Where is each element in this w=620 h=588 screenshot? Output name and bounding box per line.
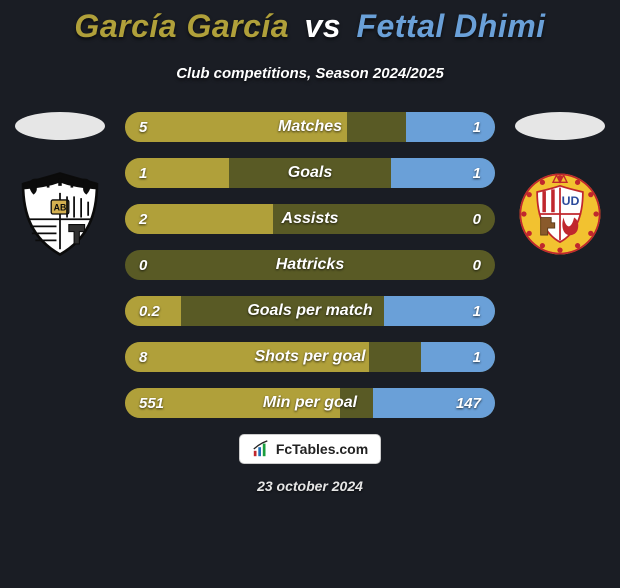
stat-value-right: 1 xyxy=(441,119,481,136)
stat-value-left: 0 xyxy=(139,257,179,274)
left-side: AB xyxy=(10,112,110,258)
stat-value-right: 0 xyxy=(441,257,481,274)
stat-label: Hattricks xyxy=(179,256,441,274)
chart-icon xyxy=(252,440,270,458)
stat-value-left: 0.2 xyxy=(139,303,179,320)
stat-value-left: 8 xyxy=(139,349,179,366)
player2-name: Fettal Dhimi xyxy=(356,8,545,44)
stat-row: 5Matches1 xyxy=(125,112,495,142)
stat-label: Goals xyxy=(179,164,441,182)
stat-row: 8Shots per goal1 xyxy=(125,342,495,372)
right-side: UD xyxy=(510,112,610,258)
stat-label: Goals per match xyxy=(179,302,441,320)
stat-value-left: 551 xyxy=(139,395,179,412)
stat-row: 551Min per goal147 xyxy=(125,388,495,418)
footer: FcTables.com xyxy=(0,434,620,464)
stat-value-right: 1 xyxy=(441,303,481,320)
stats-table: 5Matches11Goals12Assists00Hattricks00.2G… xyxy=(125,112,495,418)
player1-name: García García xyxy=(74,8,289,44)
stat-value-right: 147 xyxy=(441,395,481,412)
content-area: AB xyxy=(0,112,620,418)
svg-text:AB: AB xyxy=(54,202,67,212)
stat-row: 1Goals1 xyxy=(125,158,495,188)
stat-label: Shots per goal xyxy=(179,348,441,366)
stat-row: 2Assists0 xyxy=(125,204,495,234)
date-label: 23 october 2024 xyxy=(0,478,620,494)
vs-label: vs xyxy=(304,8,341,44)
stat-label: Assists xyxy=(179,210,441,228)
stat-value-left: 2 xyxy=(139,211,179,228)
stat-value-left: 5 xyxy=(139,119,179,136)
almeria-crest: UD xyxy=(516,170,604,258)
stat-label: Matches xyxy=(179,118,441,136)
svg-text:UD: UD xyxy=(562,194,580,208)
brand-text: FcTables.com xyxy=(276,441,368,457)
stat-label: Min per goal xyxy=(179,394,441,412)
stat-value-right: 0 xyxy=(441,211,481,228)
stat-value-left: 1 xyxy=(139,165,179,182)
stat-row: 0Hattricks0 xyxy=(125,250,495,280)
stat-row: 0.2Goals per match1 xyxy=(125,296,495,326)
comparison-title: García García vs Fettal Dhimi xyxy=(0,8,620,45)
stat-value-right: 1 xyxy=(441,349,481,366)
right-disc xyxy=(515,112,605,140)
stat-value-right: 1 xyxy=(441,165,481,182)
subtitle: Club competitions, Season 2024/2025 xyxy=(0,65,620,82)
left-disc xyxy=(15,112,105,140)
albacete-crest: AB xyxy=(16,170,104,258)
brand-badge[interactable]: FcTables.com xyxy=(239,434,381,464)
